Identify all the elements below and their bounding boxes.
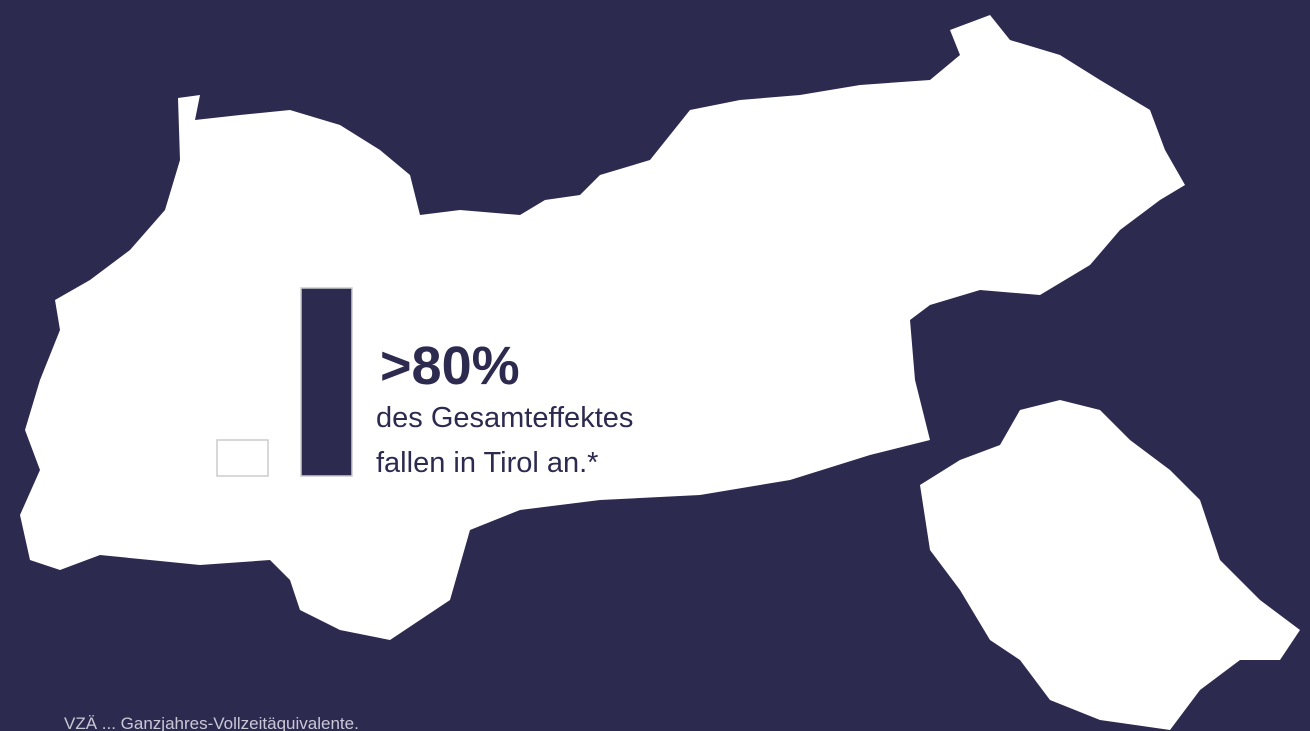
text-line: des Gesamteffektes (376, 402, 633, 434)
east-tyrol (920, 400, 1300, 730)
tall-bar (300, 287, 353, 477)
text-line: fallen in Tirol an.* (376, 447, 598, 479)
headline: >80% (380, 336, 520, 396)
footnote: VZÄ ... Ganzjahres-Vollzeitäquivalente. (64, 714, 359, 731)
small-box (216, 439, 269, 477)
north-tyrol (20, 15, 1185, 640)
